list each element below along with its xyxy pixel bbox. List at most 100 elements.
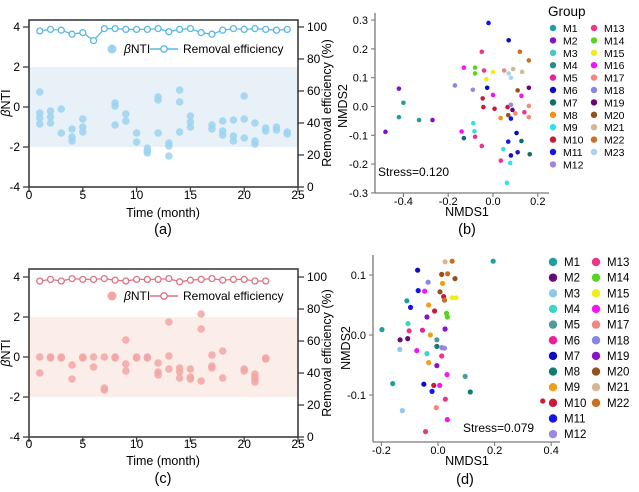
x-tick-label: 0.0: [430, 445, 445, 457]
bnti-point: [165, 365, 173, 373]
bnti-point: [143, 354, 152, 362]
y-tick-label: -4: [9, 430, 20, 444]
legend-scatter-swatch: [107, 44, 117, 54]
bnti-point: [175, 98, 184, 106]
bnti-point: [100, 386, 109, 394]
bnti-point: [68, 361, 76, 369]
bnti-point: [122, 360, 130, 368]
legend-label-m12: M12: [563, 159, 584, 171]
nmds-point: [505, 139, 511, 144]
nmds-point: [515, 149, 520, 155]
nmds-point: [501, 68, 507, 73]
bnti-point: [175, 86, 184, 94]
nmds-point: [415, 267, 421, 273]
bnti-point: [218, 131, 227, 139]
bnti-point: [186, 112, 195, 120]
bnti-point: [143, 149, 152, 157]
nmds-point: [486, 20, 491, 26]
bnti-point: [229, 137, 238, 145]
nmds-point: [397, 346, 403, 352]
y-tick-label: 0.0: [353, 102, 368, 114]
nmds-point: [425, 279, 431, 285]
legend-label-m9: M9: [563, 122, 578, 134]
efficiency-marker: [143, 275, 152, 284]
legend-swatch-m16: [591, 304, 601, 314]
legend-swatch-m3: [548, 289, 558, 298]
y-tick-label: 0.1: [353, 73, 368, 85]
nmds-point: [508, 153, 514, 158]
legend-swatch-m8: [549, 111, 557, 119]
legend-label-m5: M5: [564, 320, 580, 332]
y-tick-label: 2: [13, 60, 20, 74]
nmds-point: [526, 114, 532, 120]
nmds-point: [401, 100, 406, 106]
nmds-point: [522, 109, 527, 115]
efficiency-marker: [79, 275, 87, 284]
legend-swatch-m14: [590, 37, 598, 44]
bnti-point: [261, 127, 270, 135]
bnti-point: [186, 123, 195, 131]
efficiency-marker: [175, 278, 184, 286]
legend-label-m19: M19: [604, 97, 625, 109]
legend-swatch-m7: [548, 351, 558, 361]
legend-swatch-m10: [548, 398, 558, 408]
nmds-point: [427, 332, 433, 338]
efficiency-marker: [262, 277, 270, 285]
efficiency-marker: [186, 24, 195, 33]
bnti-point: [132, 354, 141, 362]
nmds-point: [519, 138, 524, 144]
bnti-point: [46, 119, 55, 127]
legend-label-m15: M15: [607, 288, 629, 300]
bnti-point: [165, 152, 173, 160]
panel-a-xlabel: Time (month): [126, 206, 200, 220]
efficiency-marker: [197, 275, 205, 284]
legend-swatch-m20: [590, 111, 598, 119]
legend-label-m5: M5: [563, 73, 578, 85]
legend-label-m13: M13: [604, 23, 625, 35]
nmds-point: [461, 65, 467, 70]
panel-d-plot: -0.2 0.0 0.2 0.4 0.1 0.0 -0.1 M1 M2 M3 M4 M5 M6 M7 M8 M…: [347, 255, 630, 457]
efficiency-marker: [57, 26, 65, 34]
nmds-point: [479, 49, 485, 55]
bnti-point: [35, 114, 44, 122]
y2-tick-label: 80: [307, 52, 321, 66]
efficiency-marker: [122, 277, 130, 285]
efficiency-line: [39, 27, 288, 42]
efficiency-marker: [240, 275, 248, 284]
nmds-point: [430, 117, 435, 123]
nmds-point: [508, 116, 514, 121]
nmds-point: [508, 75, 514, 80]
efficiency-marker: [132, 275, 141, 284]
nmds-point: [472, 65, 478, 70]
y-tick-label: 2: [13, 310, 20, 324]
nmds-point: [399, 408, 405, 414]
bnti-point: [251, 119, 259, 127]
efficiency-marker: [132, 25, 141, 34]
legend-label-m18: M18: [604, 85, 625, 97]
legend-label-m9: M9: [564, 382, 580, 394]
bnti-point: [175, 374, 184, 382]
y-tick-label: -2: [9, 140, 20, 154]
efficiency-marker: [197, 28, 205, 37]
bnti-point: [122, 117, 130, 125]
bnti-point: [122, 110, 130, 118]
legend-swatch-m17: [590, 74, 598, 81]
bnti-point: [229, 116, 238, 124]
legend-swatch-m7: [549, 99, 557, 106]
legend-swatch-m20: [591, 367, 601, 376]
efficiency-marker: [186, 276, 195, 284]
panel-c-ylabel: βNTI: [0, 339, 13, 367]
nmds-point: [444, 372, 450, 378]
bnti-point: [208, 125, 216, 133]
nmds-point: [424, 314, 430, 320]
bnti-point: [261, 355, 270, 363]
panel-b-ylabel: NMDS2: [336, 84, 350, 128]
bnti-point: [154, 359, 162, 367]
legend-label-m13: M13: [607, 257, 629, 269]
nmds-point: [449, 295, 455, 301]
panel-c-legend-line-label: Removal efficiency: [183, 289, 284, 303]
nmds-point: [459, 129, 464, 134]
